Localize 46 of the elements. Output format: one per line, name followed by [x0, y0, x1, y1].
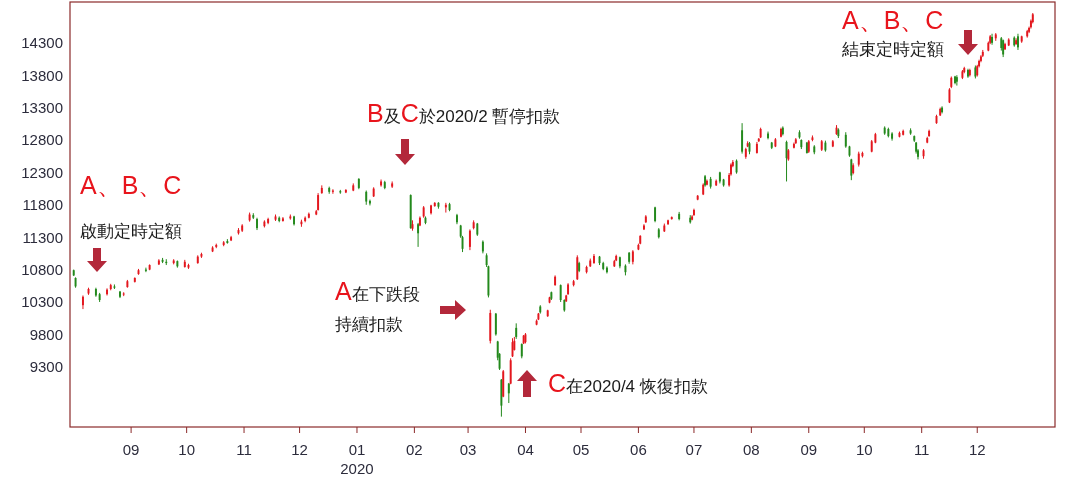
candlestick: [430, 204, 433, 215]
y-tick-label: 12300: [21, 163, 63, 181]
candlestick: [667, 219, 670, 226]
x-tick-label: 02: [406, 441, 423, 458]
x-tick-label: 12: [968, 441, 986, 458]
x-tick-label: 07: [685, 441, 703, 458]
x-tick-label: 12: [291, 441, 308, 458]
candlestick: [507, 382, 510, 404]
y-tick-label: 11800: [22, 196, 63, 214]
x-tick-label: 09: [800, 441, 818, 458]
x-tick-label: 08: [743, 441, 760, 458]
candlestick: [494, 312, 497, 337]
x-tick-label: 11: [913, 441, 930, 458]
candlestick: [256, 217, 258, 231]
annotation: C在2020/4 恢復扣款: [548, 369, 708, 397]
annotation: A、B、C 結束定時定額: [841, 6, 944, 59]
candlestick: [468, 228, 471, 251]
y-tick-label: 13300: [21, 99, 63, 117]
x-tick-label: 04: [517, 441, 534, 458]
candlestick: [119, 290, 121, 299]
x-tick-label: 11: [236, 441, 252, 458]
candlestick: [304, 215, 307, 223]
y-tick-label: 9300: [29, 358, 63, 376]
y-tick-label: 9800: [29, 325, 63, 343]
candlestick: [81, 294, 84, 310]
x-tick-label: 03: [459, 441, 477, 458]
candlestick: [593, 253, 595, 265]
candlestick: [455, 213, 458, 225]
annotation: B及C於2020/2 暫停扣款: [367, 99, 561, 127]
x-tick-label: 01 2020: [340, 441, 374, 477]
x-tick-label: 10: [178, 441, 195, 458]
y-tick-label: 13800: [21, 66, 63, 84]
candlestick: [891, 131, 894, 142]
y-tick-label: 10800: [21, 261, 63, 279]
y-tick-label: 11300: [22, 228, 63, 246]
y-tick-label: 14300: [21, 34, 63, 52]
annotation: A在下跌段持續扣款: [335, 277, 420, 334]
x-tick-label: 06: [630, 441, 647, 458]
x-tick-label: 09: [122, 441, 140, 458]
candlestick: [293, 215, 295, 227]
x-tick-label: 05: [572, 441, 590, 458]
candlestick: [741, 122, 744, 155]
y-tick-label: 12800: [21, 131, 63, 149]
y-tick-label: 10300: [21, 293, 63, 311]
annotation: A、B、C 啟動定時定額: [80, 171, 182, 241]
x-tick-label: 10: [855, 441, 873, 458]
